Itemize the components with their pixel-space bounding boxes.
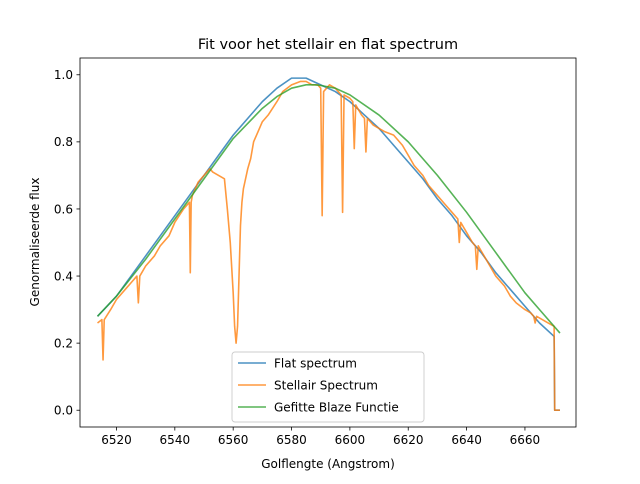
x-tick-label: 6540 (160, 433, 191, 447)
x-tick-label: 6560 (218, 433, 249, 447)
x-tick-label: 6660 (510, 433, 541, 447)
x-tick-label: 6580 (276, 433, 307, 447)
y-tick-label: 0.0 (54, 404, 73, 418)
chart-title: Fit voor het stellair en flat spectrum (198, 37, 458, 53)
legend-label: Gefitte Blaze Functie (274, 400, 399, 414)
x-tick-label: 6620 (393, 433, 424, 447)
legend-label: Flat spectrum (274, 356, 357, 370)
series-line-1 (96, 77, 560, 412)
y-tick-label: 0.2 (54, 336, 73, 350)
x-tick-label: 6520 (101, 433, 132, 447)
x-tick-label: 6640 (451, 433, 482, 447)
series-line-3 (96, 84, 561, 334)
y-tick-label: 1.0 (54, 68, 73, 82)
legend: Flat spectrum Stellair Spectrum Gefitte Bl… (231, 351, 425, 423)
plot-frame (79, 57, 577, 428)
x-tick-label: 6600 (335, 433, 366, 447)
series-line-2 (97, 80, 560, 412)
y-tick-label: 0.4 (54, 269, 73, 283)
legend-label: Stellair Spectrum (274, 378, 378, 392)
x-axis-label: Golflengte (Angstrom) (261, 457, 395, 471)
legend-box (231, 351, 425, 423)
y-tick-label: 0.8 (54, 135, 73, 149)
y-axis-label: Genormaliseerde flux (28, 178, 42, 307)
y-tick-label: 0.6 (54, 202, 73, 216)
